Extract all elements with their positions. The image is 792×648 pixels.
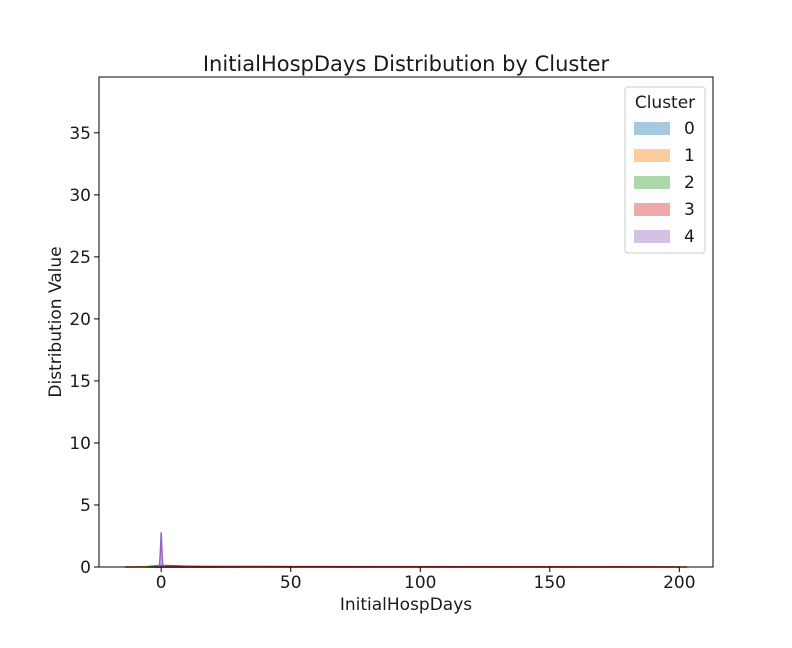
y-tick-label: 20 — [69, 310, 91, 330]
legend-swatch-cluster-1 — [634, 149, 670, 162]
legend-label-cluster-4: 4 — [684, 227, 695, 247]
x-axis: 0 50 100 150 200 — [156, 567, 696, 593]
x-tick-label: 50 — [280, 573, 302, 593]
x-axis-label: InitialHospDays — [340, 595, 472, 615]
x-tick-label: 200 — [663, 573, 695, 593]
x-tick-label: 0 — [156, 573, 167, 593]
legend-title: Cluster — [635, 93, 695, 113]
legend-label-cluster-1: 1 — [684, 146, 695, 166]
y-tick-label: 15 — [69, 372, 91, 392]
legend-swatch-cluster-4 — [634, 230, 670, 243]
y-tick-label: 0 — [80, 558, 91, 578]
legend-label-cluster-2: 2 — [684, 173, 695, 193]
y-tick-label: 10 — [69, 434, 91, 454]
x-tick-label: 150 — [534, 573, 566, 593]
series-area-cluster-4 — [155, 532, 167, 568]
legend-label-cluster-0: 0 — [684, 119, 695, 139]
legend-label-cluster-3: 3 — [684, 200, 695, 220]
legend: Cluster 0 1 2 3 4 — [624, 86, 706, 254]
legend-box — [624, 86, 706, 254]
y-tick-label: 25 — [69, 248, 91, 268]
y-axis: 0 5 10 15 20 25 30 35 — [69, 124, 99, 578]
y-tick-label: 5 — [80, 496, 91, 516]
plot-frame — [98, 76, 714, 568]
y-tick-label: 30 — [69, 186, 91, 206]
plot-area — [124, 532, 688, 568]
legend-swatch-cluster-2 — [634, 176, 670, 189]
legend-swatch-cluster-3 — [634, 203, 670, 216]
legend-swatch-cluster-0 — [634, 122, 670, 135]
chart-title: InitialHospDays Distribution by Cluster — [203, 52, 610, 76]
legend-entries: 0 1 2 3 4 — [634, 119, 695, 247]
x-tick-label: 100 — [404, 573, 436, 593]
y-axis-label: Distribution Value — [46, 246, 66, 397]
y-tick-label: 35 — [69, 124, 91, 144]
